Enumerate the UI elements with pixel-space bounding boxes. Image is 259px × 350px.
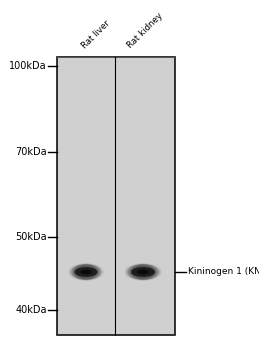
Bar <box>57 57 175 58</box>
Bar <box>57 57 175 335</box>
Ellipse shape <box>134 266 152 279</box>
Ellipse shape <box>69 264 103 281</box>
Ellipse shape <box>126 264 160 280</box>
Text: Rat kidney: Rat kidney <box>126 11 164 50</box>
Ellipse shape <box>127 264 159 280</box>
Ellipse shape <box>74 265 98 279</box>
Ellipse shape <box>73 264 99 280</box>
Ellipse shape <box>131 267 155 277</box>
Ellipse shape <box>77 265 95 279</box>
Ellipse shape <box>76 265 96 279</box>
Text: 50kDa: 50kDa <box>15 232 47 242</box>
Text: 100kDa: 100kDa <box>9 61 47 71</box>
Ellipse shape <box>132 265 154 279</box>
Text: 70kDa: 70kDa <box>15 147 47 157</box>
Ellipse shape <box>130 265 156 279</box>
Ellipse shape <box>128 264 158 280</box>
Text: 40kDa: 40kDa <box>15 305 47 315</box>
Ellipse shape <box>125 264 161 281</box>
Ellipse shape <box>70 264 102 280</box>
Ellipse shape <box>78 266 93 278</box>
Ellipse shape <box>135 266 151 278</box>
Ellipse shape <box>133 265 153 279</box>
Ellipse shape <box>68 263 104 281</box>
Ellipse shape <box>129 264 157 280</box>
Ellipse shape <box>80 270 92 274</box>
Ellipse shape <box>72 264 100 280</box>
Ellipse shape <box>71 264 101 280</box>
Ellipse shape <box>126 264 160 280</box>
Text: Rat liver: Rat liver <box>80 18 111 50</box>
Ellipse shape <box>74 265 98 279</box>
Ellipse shape <box>75 265 97 279</box>
Ellipse shape <box>75 267 97 277</box>
Ellipse shape <box>132 265 154 279</box>
Ellipse shape <box>69 264 103 280</box>
Ellipse shape <box>137 270 149 274</box>
Ellipse shape <box>78 266 95 279</box>
Ellipse shape <box>124 263 162 281</box>
Text: Kininogen 1 (KNG1): Kininogen 1 (KNG1) <box>188 267 259 276</box>
Ellipse shape <box>131 265 155 279</box>
